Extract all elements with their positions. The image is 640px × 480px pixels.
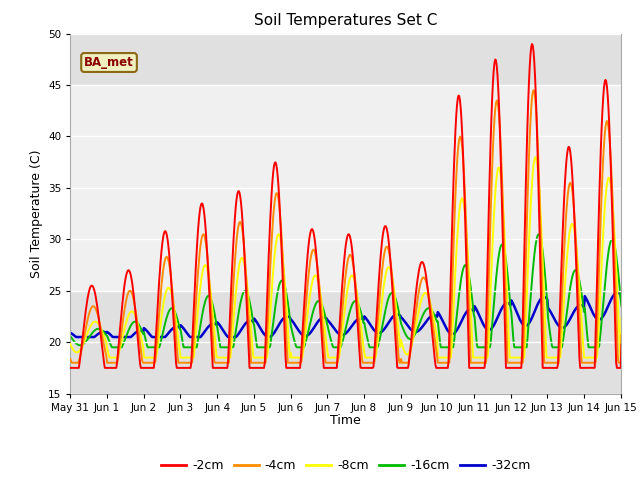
Legend: -2cm, -4cm, -8cm, -16cm, -32cm: -2cm, -4cm, -8cm, -16cm, -32cm bbox=[156, 455, 536, 477]
Bar bbox=[70, 188, 621, 291]
Bar bbox=[70, 85, 621, 188]
X-axis label: Time: Time bbox=[330, 414, 361, 427]
Text: BA_met: BA_met bbox=[84, 56, 134, 69]
Title: Soil Temperatures Set C: Soil Temperatures Set C bbox=[254, 13, 437, 28]
Y-axis label: Soil Temperature (C): Soil Temperature (C) bbox=[29, 149, 43, 278]
